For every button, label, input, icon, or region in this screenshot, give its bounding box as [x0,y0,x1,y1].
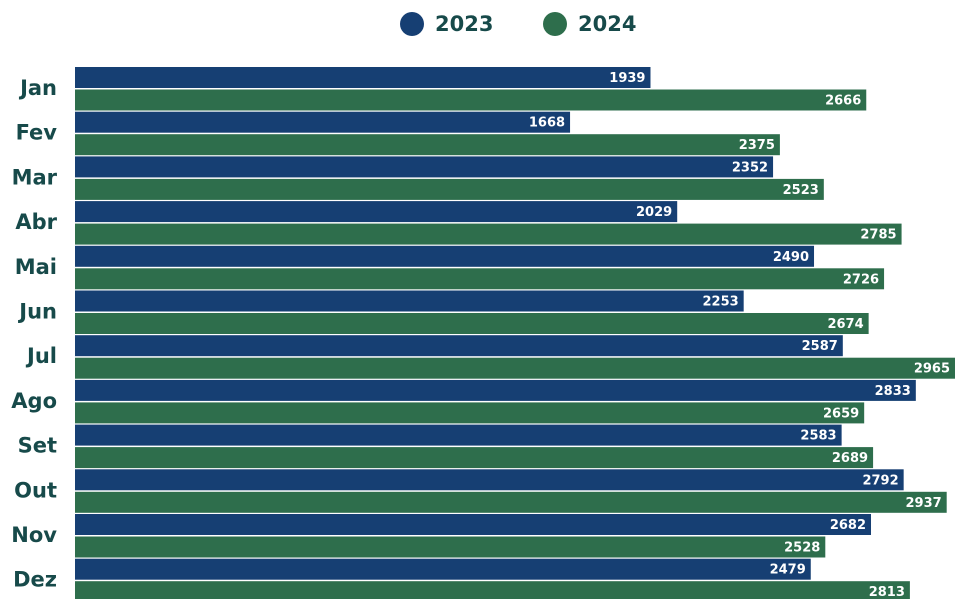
bar [75,268,885,290]
category-label: Mar [12,165,58,189]
bar [75,223,902,245]
value-label: 1668 [529,116,565,131]
bar [75,134,780,156]
bar [75,201,678,223]
bar [75,379,916,401]
value-label: 2523 [783,183,819,198]
category-label: Jan [18,76,57,100]
value-label: 2682 [830,518,866,533]
bar [75,290,744,312]
legend-swatch [400,12,424,36]
bar [75,402,865,424]
value-label: 2965 [914,362,950,377]
legend-label: 2024 [578,12,636,36]
value-label: 2726 [843,272,879,287]
category-label: Nov [11,523,57,547]
bar [75,491,947,513]
category-label: Ago [11,389,57,413]
bar [75,313,869,334]
value-label: 2583 [800,429,836,444]
value-label: 1939 [609,71,645,86]
bar [75,178,824,200]
bar [75,514,872,535]
value-label: 2792 [862,473,898,488]
value-label: 2833 [875,384,911,399]
value-label: 2813 [869,585,905,599]
value-label: 2674 [827,317,863,332]
value-label: 2528 [784,541,820,556]
bar [75,469,904,491]
bar [75,245,815,267]
bar [75,156,774,178]
bar [75,357,955,379]
category-label: Fev [16,121,58,145]
value-label: 2375 [739,138,775,153]
bar [75,558,811,580]
bar [75,67,651,88]
bar [75,581,910,599]
category-label: Jun [17,300,57,324]
category-label: Abr [15,210,57,234]
category-label: Jul [25,344,57,368]
category-label: Out [14,478,57,502]
category-label: Mai [15,255,57,279]
category-label: Set [18,434,57,458]
legend-swatch [543,12,567,36]
value-label: 2659 [823,406,859,421]
category-label: Dez [13,568,57,592]
value-label: 2689 [832,451,868,466]
value-label: 2253 [702,295,738,310]
bar [75,536,826,558]
value-label: 2479 [770,563,806,578]
bar [75,335,843,357]
value-label: 2490 [773,250,809,265]
value-label: 2785 [860,228,896,243]
bar [75,424,842,446]
value-label: 2666 [825,94,861,109]
value-label: 2937 [906,496,942,511]
value-label: 2029 [636,205,672,220]
value-label: 2352 [732,160,768,175]
bar [75,111,571,133]
legend-label: 2023 [435,12,493,36]
bar [75,89,867,111]
value-label: 2587 [802,339,838,354]
bar [75,447,874,469]
